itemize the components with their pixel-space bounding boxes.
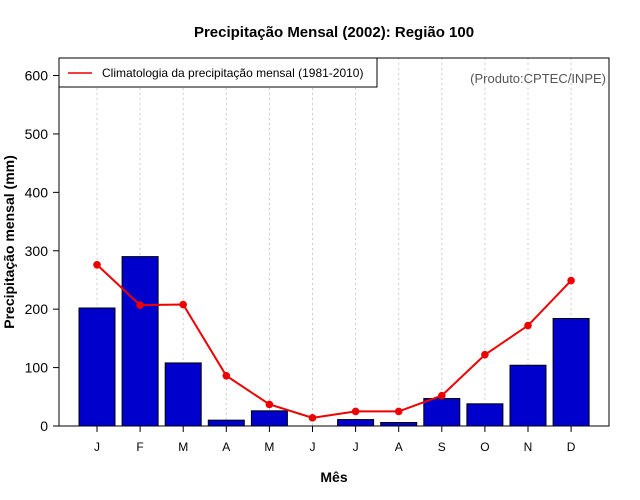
bar-8 [423, 398, 461, 427]
x-axis-label: Mês [320, 469, 347, 485]
y-tick-label: 400 [25, 184, 49, 200]
y-tick-label: 100 [25, 360, 49, 376]
climatology-point-10 [524, 321, 532, 330]
legend: Climatologia da precipitação mensal (198… [58, 57, 378, 88]
legend-label: Climatologia da precipitação mensal (198… [102, 66, 363, 80]
y-tick-label: 500 [25, 126, 49, 142]
y-axis: 0 100 200 300 400 500 600 [25, 68, 59, 434]
bar-0 [78, 307, 116, 427]
x-tick-label: M [178, 440, 188, 454]
y-axis-label: Precipitação mensal (mm) [1, 155, 17, 329]
climatology-point-11 [567, 276, 575, 285]
climatology-point-5 [308, 414, 317, 422]
bar-9 [466, 403, 504, 427]
x-tick-label: S [438, 440, 446, 454]
legend-box [58, 57, 378, 88]
bar-3 [207, 419, 245, 427]
x-tick-label: F [136, 440, 143, 454]
x-tick-label: J [353, 440, 359, 454]
bar-2 [164, 362, 202, 427]
climatology-point-3 [222, 371, 231, 380]
x-tick-label: A [222, 440, 230, 454]
climatology-point-8 [438, 391, 446, 400]
x-tick-label: O [480, 440, 489, 454]
bar-6 [337, 419, 375, 427]
climatology-point-2 [179, 300, 187, 309]
climatology-line [96, 264, 572, 419]
x-tick-label: A [395, 440, 403, 454]
climatology-point-1 [136, 301, 144, 309]
y-tick-label: 200 [25, 301, 49, 317]
x-tick-label: N [524, 440, 533, 454]
y-tick-label: 0 [40, 418, 48, 434]
climatology-point-9 [481, 350, 489, 359]
bar-11 [552, 318, 590, 427]
climatology-point-0 [93, 260, 101, 269]
bar-1 [121, 256, 159, 427]
climatology-point-7 [394, 407, 403, 416]
climatology-point-6 [351, 407, 360, 416]
y-tick-label: 600 [25, 68, 49, 84]
x-tick-label: D [567, 440, 576, 454]
x-tick-label: J [310, 440, 316, 454]
credit-text: (Produto:CPTEC/INPE) [470, 71, 606, 86]
bar-7 [380, 421, 418, 427]
x-tick-label: J [94, 440, 100, 454]
climatology-point-4 [265, 400, 274, 409]
bars-layer [78, 256, 590, 427]
chart-title: Precipitação Mensal (2002): Região 100 [194, 24, 474, 41]
y-tick-label: 300 [25, 243, 49, 259]
x-tick-label: M [264, 440, 274, 454]
bar-4 [250, 410, 288, 427]
bar-10 [509, 364, 547, 427]
climatology-layer [93, 260, 575, 422]
